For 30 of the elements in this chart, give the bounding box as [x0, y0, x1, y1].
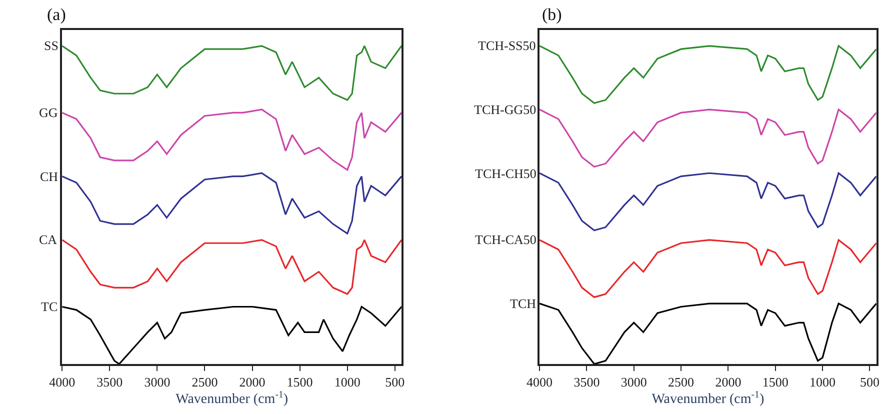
series-label: CH — [40, 169, 58, 184]
x-tick-label: 2500 — [192, 374, 218, 390]
x-tick-label: 2000 — [715, 374, 742, 390]
series-label: CA — [39, 232, 58, 247]
x-tick-label: 4000 — [49, 374, 76, 390]
series-label: TCH-CH50 — [475, 166, 536, 181]
x-tick-label: 3000 — [144, 374, 170, 390]
x-axis-title: Wavenumber (cm$^{-1}$) — [652, 389, 764, 408]
series-label: TCH-CA50 — [475, 232, 536, 247]
x-tick-label: 1000 — [334, 374, 360, 390]
chart-title: (a) — [47, 5, 66, 24]
x-tick-label: 3500 — [574, 374, 600, 390]
x-tick-label: 1500 — [762, 374, 788, 390]
chart-title: (b) — [542, 5, 562, 24]
x-tick-label: 2000 — [239, 374, 266, 390]
series-label: GG — [39, 105, 58, 120]
series-label: SS — [44, 38, 58, 53]
x-tick-label: 4000 — [526, 374, 553, 390]
series-label: TCH — [510, 296, 536, 311]
series-label: TCH-SS50 — [478, 38, 536, 53]
x-tick-label: 500 — [385, 374, 405, 390]
series-label: TC — [41, 299, 58, 314]
x-axis-title: Wavenumber (cm$^{-1}$) — [176, 389, 288, 408]
x-tick-label: 500 — [860, 374, 880, 390]
series-label: TCH-GG50 — [474, 102, 536, 117]
x-tick-label: 1000 — [810, 374, 836, 390]
x-tick-label: 3500 — [96, 374, 123, 390]
x-tick-label: 3000 — [620, 374, 647, 390]
x-tick-label: 2500 — [668, 374, 694, 390]
x-tick-label: 1500 — [286, 374, 313, 390]
